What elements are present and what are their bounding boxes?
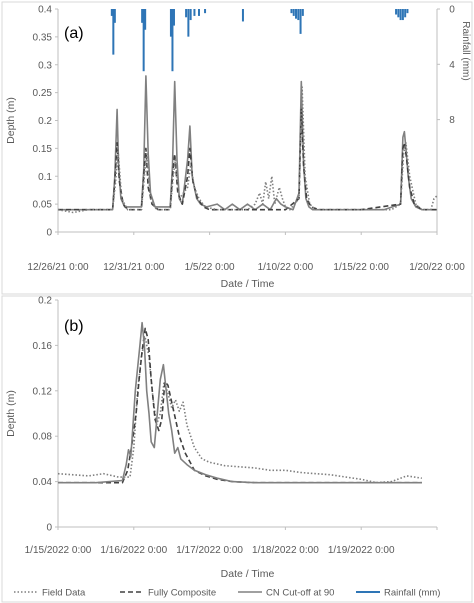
chart-panel-b: 0 0.04 0.08 0.12 0.16 0.2 1/15/2022 0:00 1/16/2… xyxy=(1,295,473,603)
rainfall-bar xyxy=(241,9,244,22)
panel-frame xyxy=(1,295,473,603)
x-tick-label: 1/18/2022 0:00 xyxy=(252,545,319,556)
x-tick-label: 1/17/2022 0:00 xyxy=(176,545,243,556)
y-axis-label: Depth (m) xyxy=(5,390,17,437)
rainfall-bar xyxy=(144,9,147,30)
y-axis-label: Depth (m) xyxy=(5,97,17,144)
y-tick-label: 0.05 xyxy=(33,200,53,211)
y-tick-label: 0.25 xyxy=(33,88,53,99)
rainfall-bar xyxy=(197,9,200,16)
x-tick-label: 12/26/21 0:00 xyxy=(27,262,89,273)
panel-frame xyxy=(1,1,473,295)
rainfall-bar xyxy=(142,9,145,72)
rainfall-bar xyxy=(189,9,192,21)
y2-tick-label: 0 xyxy=(449,5,455,16)
rainfall-bar xyxy=(141,9,144,23)
rainfall-bar xyxy=(187,9,190,37)
rainfall-bar xyxy=(404,9,407,18)
rainfall-bar xyxy=(290,9,293,14)
series-line-cn-cut-off-at-90 xyxy=(58,321,422,484)
x-tick-label: 1/19/2022 0:00 xyxy=(328,545,395,556)
rainfall-bar xyxy=(204,9,207,14)
rainfall-bar xyxy=(399,9,402,21)
rainfall-bar xyxy=(113,9,116,23)
x-tick-label: 1/5/22 0:00 xyxy=(185,262,235,273)
rainfall-bar xyxy=(297,9,300,21)
series-line-field-data xyxy=(57,336,422,484)
legend-label: Fully Composite xyxy=(148,588,216,599)
series-line-fully-composite xyxy=(58,327,422,484)
y-tick-label: 0.08 xyxy=(33,432,53,443)
panel-label: (a) xyxy=(64,25,84,42)
rainfall-bar xyxy=(397,9,400,18)
y-tick-label: 0.12 xyxy=(33,386,53,397)
chart-panel-a: 0 0.05 0.1 0.15 0.2 0.25 0.3 0.35 0.4 12/26/21 0:… xyxy=(1,1,473,295)
series-line-field-data xyxy=(57,86,438,214)
rainfall-bar xyxy=(395,9,398,15)
rainfall-bar xyxy=(301,9,304,16)
y-tick-label: 0.04 xyxy=(33,477,53,488)
x-tick-label: 12/31/21 0:00 xyxy=(103,262,165,273)
rainfall-bar xyxy=(169,9,172,37)
series-line-fully-composite xyxy=(58,108,437,211)
y2-axis-label: Rainfall (mm) xyxy=(460,21,471,80)
y2-tick-label: 4 xyxy=(449,60,455,71)
legend-label: CN Cut-off at 90 xyxy=(266,588,334,599)
y-tick-label: 0.2 xyxy=(38,296,52,307)
x-tick-label: 1/15/2022 0:00 xyxy=(25,545,92,556)
y-tick-label: 0.4 xyxy=(38,5,52,16)
x-axis-label: Date / Time xyxy=(221,278,275,290)
y-tick-label: 0 xyxy=(46,523,52,534)
rainfall-bar xyxy=(110,9,113,16)
rainfall-bar xyxy=(171,9,174,72)
rainfall-bar xyxy=(295,9,298,19)
legend-label: Rainfall (mm) xyxy=(384,588,440,599)
rainfall-bar xyxy=(112,9,115,55)
y-tick-label: 0 xyxy=(46,228,52,239)
rainfall-bar xyxy=(185,9,188,18)
rainfall-bar xyxy=(292,9,295,16)
rainfall-bar xyxy=(299,9,302,34)
x-axis-label: Date / Time xyxy=(221,568,275,580)
y-tick-label: 0.35 xyxy=(33,32,53,43)
x-tick-label: 1/10/22 0:00 xyxy=(258,262,314,273)
rainfall-bar xyxy=(172,9,175,26)
legend-label: Field Data xyxy=(42,588,86,599)
y-tick-label: 0.16 xyxy=(33,341,53,352)
panel-label: (b) xyxy=(64,318,84,335)
chart-legend: Field Data Fully Composite CN Cut-off at 9… xyxy=(14,588,440,599)
rainfall-bar xyxy=(193,9,196,16)
y-tick-label: 0.2 xyxy=(38,116,52,127)
rainfall-bar xyxy=(406,9,409,14)
y-tick-label: 0.3 xyxy=(38,60,52,71)
y-tick-label: 0.1 xyxy=(38,172,52,183)
x-tick-label: 1/16/2022 0:00 xyxy=(100,545,167,556)
y2-tick-label: 8 xyxy=(449,115,455,126)
rainfall-bar xyxy=(401,9,404,21)
x-tick-label: 1/20/22 0:00 xyxy=(409,262,465,273)
x-tick-label: 1/15/22 0:00 xyxy=(333,262,389,273)
y-tick-label: 0.15 xyxy=(33,144,53,155)
